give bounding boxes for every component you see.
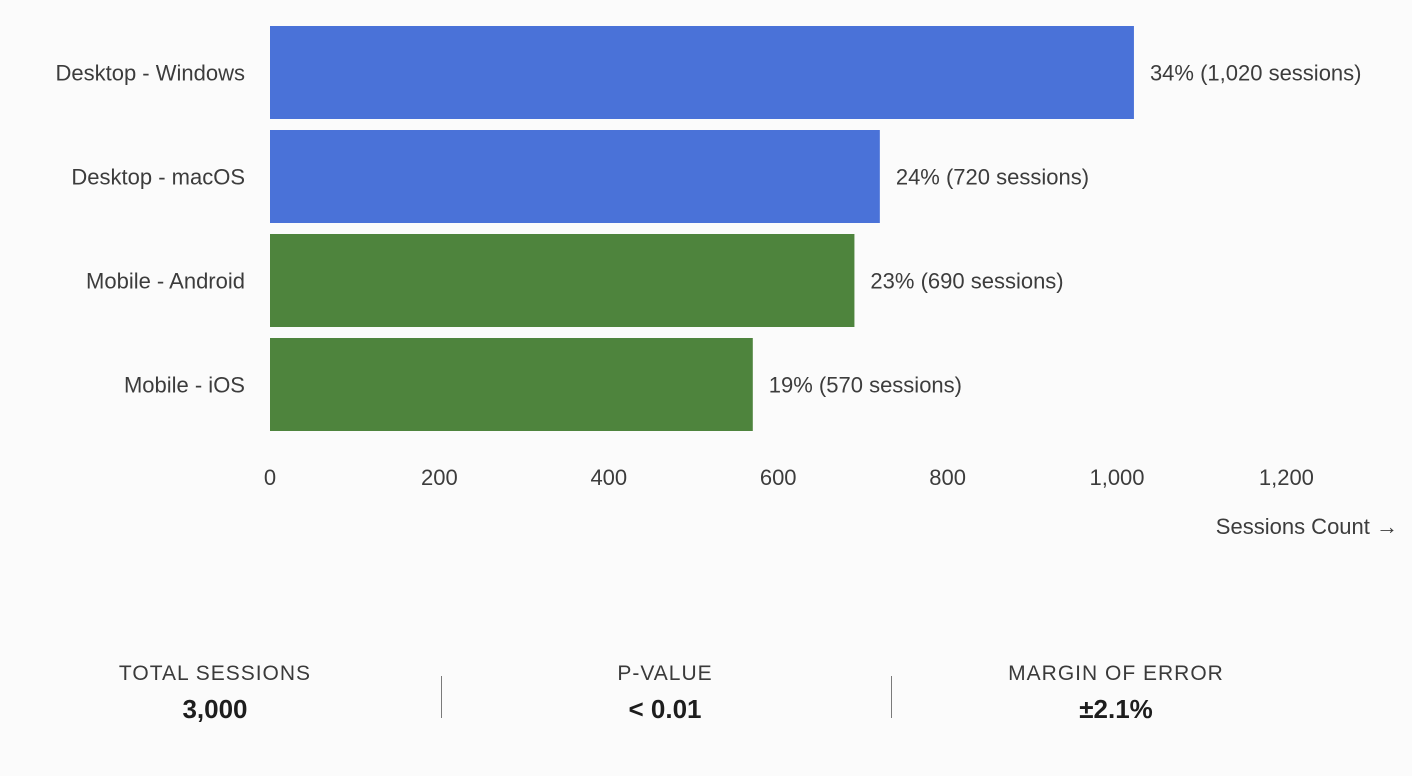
- stat-p-value-value: < 0.01: [628, 694, 702, 724]
- data-label: 19% (570 sessions): [769, 373, 962, 398]
- data-label: 34% (1,020 sessions): [1150, 61, 1362, 86]
- data-label: 23% (690 sessions): [870, 269, 1063, 294]
- category-label: Mobile - iOS: [124, 373, 245, 398]
- x-axis-label: Sessions Count →: [1216, 514, 1398, 539]
- category-label: Desktop - macOS: [71, 165, 245, 190]
- stat-margin-of-error-label: MARGIN OF ERROR: [1008, 662, 1224, 685]
- stat-total-sessions: TOTAL SESSIONS 3,000: [65, 662, 365, 725]
- category-label: Desktop - Windows: [55, 61, 245, 86]
- x-tick-label: 1,200: [1259, 465, 1314, 490]
- x-tick-label: 400: [590, 465, 627, 490]
- stat-margin-of-error: MARGIN OF ERROR ±2.1%: [966, 662, 1266, 725]
- stats-footer: TOTAL SESSIONS 3,000 P-VALUE < 0.01 MARG…: [0, 648, 1412, 748]
- data-label: 24% (720 sessions): [896, 165, 1089, 190]
- bar: [270, 338, 753, 431]
- stat-divider: [891, 676, 892, 718]
- bar: [270, 234, 855, 327]
- x-tick-label: 0: [264, 465, 276, 490]
- stat-total-sessions-label: TOTAL SESSIONS: [118, 662, 312, 685]
- x-tick-label: 1,000: [1089, 465, 1144, 490]
- x-tick-label: 600: [760, 465, 797, 490]
- stat-total-sessions-value: 3,000: [182, 694, 248, 724]
- bar-chart: Desktop - Windows 34% (1,020 sessions) Des…: [55, 26, 1398, 539]
- x-tick-label: 800: [929, 465, 966, 490]
- bar: [270, 130, 880, 223]
- x-tick-label: 200: [421, 465, 458, 490]
- category-label: Mobile - Android: [86, 269, 245, 294]
- stat-margin-of-error-value: ±2.1%: [1079, 694, 1153, 724]
- stat-divider: [441, 676, 442, 718]
- bar: [270, 26, 1134, 119]
- stat-p-value-label: P-VALUE: [617, 662, 713, 685]
- stat-p-value: P-VALUE < 0.01: [515, 662, 815, 725]
